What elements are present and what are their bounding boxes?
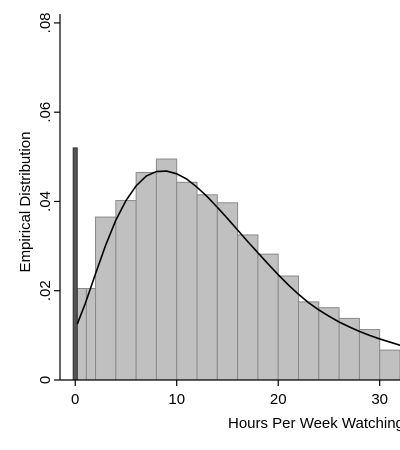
x-tick-label-1: 10 bbox=[168, 391, 185, 408]
y-tick-label-3: .06 bbox=[37, 102, 54, 123]
histogram-bar-9 bbox=[237, 234, 259, 381]
zero-hours-bar bbox=[72, 147, 78, 381]
y-tick-label-4: .08 bbox=[37, 12, 54, 33]
y-tick-label-1: .02 bbox=[37, 280, 54, 301]
histogram-bar-6 bbox=[176, 181, 198, 381]
x-tick-label-2: 20 bbox=[270, 391, 287, 408]
histogram-bar-16 bbox=[379, 349, 400, 381]
density-curve bbox=[76, 170, 400, 346]
x-tick-label-3: 30 bbox=[371, 391, 388, 408]
histogram-bar-2 bbox=[95, 216, 117, 381]
y-ticks: 0 .02 .04 .06 .08 bbox=[37, 12, 60, 384]
histogram-bar-7 bbox=[196, 194, 218, 381]
histogram-bar-12 bbox=[298, 301, 320, 381]
y-tick-label-2: .04 bbox=[37, 191, 54, 212]
y-tick-label-0: 0 bbox=[37, 376, 54, 384]
histogram-bar-5 bbox=[155, 158, 178, 381]
histogram-bars bbox=[76, 158, 400, 381]
histogram-bar-8 bbox=[216, 202, 239, 381]
histogram-bar-4 bbox=[135, 171, 157, 381]
histogram-bar-3 bbox=[115, 200, 137, 381]
x-tick-label-0: 0 bbox=[71, 391, 79, 408]
x-axis-title: Hours Per Week Watching bbox=[228, 415, 400, 432]
y-axis-title: Empirical Distribution bbox=[17, 132, 34, 273]
x-ticks: 0 10 20 30 bbox=[71, 380, 388, 408]
histogram-bar-13 bbox=[318, 307, 340, 381]
histogram-bar-10 bbox=[257, 253, 279, 381]
histogram-bar-1 bbox=[85, 288, 97, 381]
